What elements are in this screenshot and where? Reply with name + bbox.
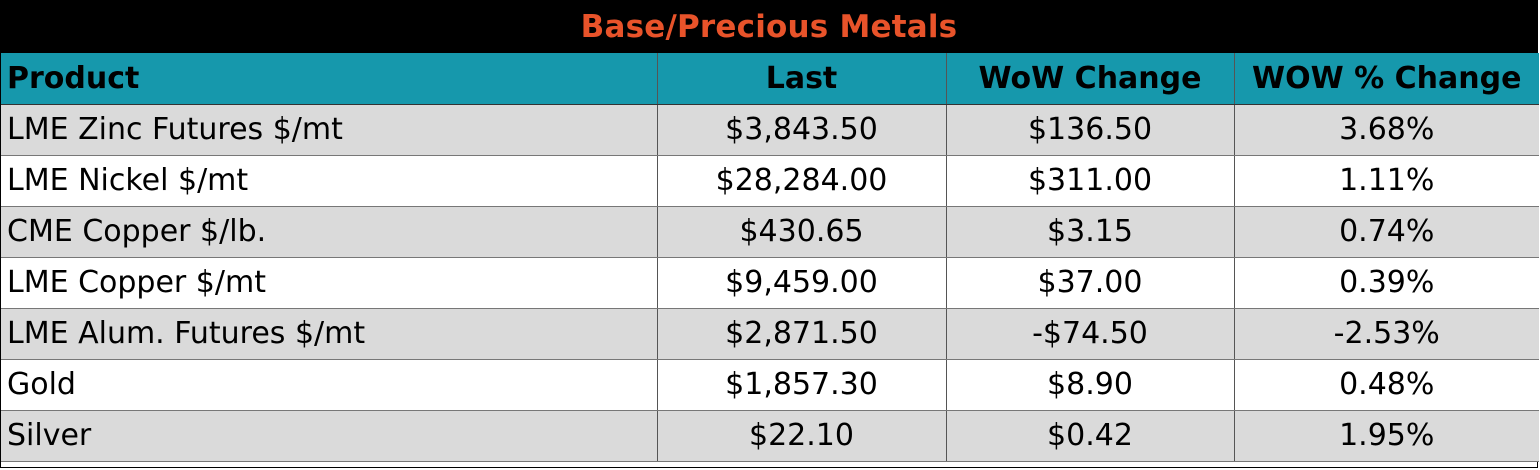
wow-change-cell: $0.42 (946, 410, 1235, 462)
wow-change-cell: $311.00 (946, 155, 1235, 207)
product-cell: LME Copper $/mt (1, 257, 658, 309)
table-row: Gold $1,857.30 $8.90 0.48% (1, 359, 1539, 411)
wow-pct-change-cell: -2.53% (1234, 308, 1539, 360)
header-row: Product Last WoW Change WOW % Change (1, 53, 1539, 105)
table-row: Silver $22.10 $0.42 1.95% (1, 410, 1539, 462)
data-table: Product Last WoW Change WOW % Change LME… (1, 53, 1539, 462)
product-cell: LME Nickel $/mt (1, 155, 658, 207)
column-header-product: Product (1, 53, 658, 105)
last-cell: $430.65 (657, 206, 947, 258)
wow-pct-change-cell: 3.68% (1234, 104, 1539, 156)
table-title: Base/Precious Metals (1, 1, 1537, 53)
last-cell: $28,284.00 (657, 155, 947, 207)
table-row: CME Copper $/lb. $430.65 $3.15 0.74% (1, 206, 1539, 258)
product-cell: CME Copper $/lb. (1, 206, 658, 258)
last-cell: $2,871.50 (657, 308, 947, 360)
wow-pct-change-cell: 1.95% (1234, 410, 1539, 462)
column-header-wow-change: WoW Change (946, 53, 1235, 105)
product-cell: LME Alum. Futures $/mt (1, 308, 658, 360)
last-cell: $1,857.30 (657, 359, 947, 411)
last-cell: $9,459.00 (657, 257, 947, 309)
wow-change-cell: $37.00 (946, 257, 1235, 309)
last-cell: $22.10 (657, 410, 947, 462)
wow-pct-change-cell: 1.11% (1234, 155, 1539, 207)
table-row: LME Zinc Futures $/mt $3,843.50 $136.50 … (1, 104, 1539, 156)
wow-change-cell: $136.50 (946, 104, 1235, 156)
wow-pct-change-cell: 0.74% (1234, 206, 1539, 258)
column-header-wow-pct-change: WOW % Change (1234, 53, 1539, 105)
column-header-last: Last (657, 53, 947, 105)
table-row: LME Alum. Futures $/mt $2,871.50 -$74.50… (1, 308, 1539, 360)
wow-pct-change-cell: 0.48% (1234, 359, 1539, 411)
product-cell: Silver (1, 410, 658, 462)
wow-change-cell: -$74.50 (946, 308, 1235, 360)
product-cell: LME Zinc Futures $/mt (1, 104, 658, 156)
wow-change-cell: $8.90 (946, 359, 1235, 411)
last-cell: $3,843.50 (657, 104, 947, 156)
product-cell: Gold (1, 359, 658, 411)
wow-pct-change-cell: 0.39% (1234, 257, 1539, 309)
table-row: LME Copper $/mt $9,459.00 $37.00 0.39% (1, 257, 1539, 309)
table-row: LME Nickel $/mt $28,284.00 $311.00 1.11% (1, 155, 1539, 207)
wow-change-cell: $3.15 (946, 206, 1235, 258)
